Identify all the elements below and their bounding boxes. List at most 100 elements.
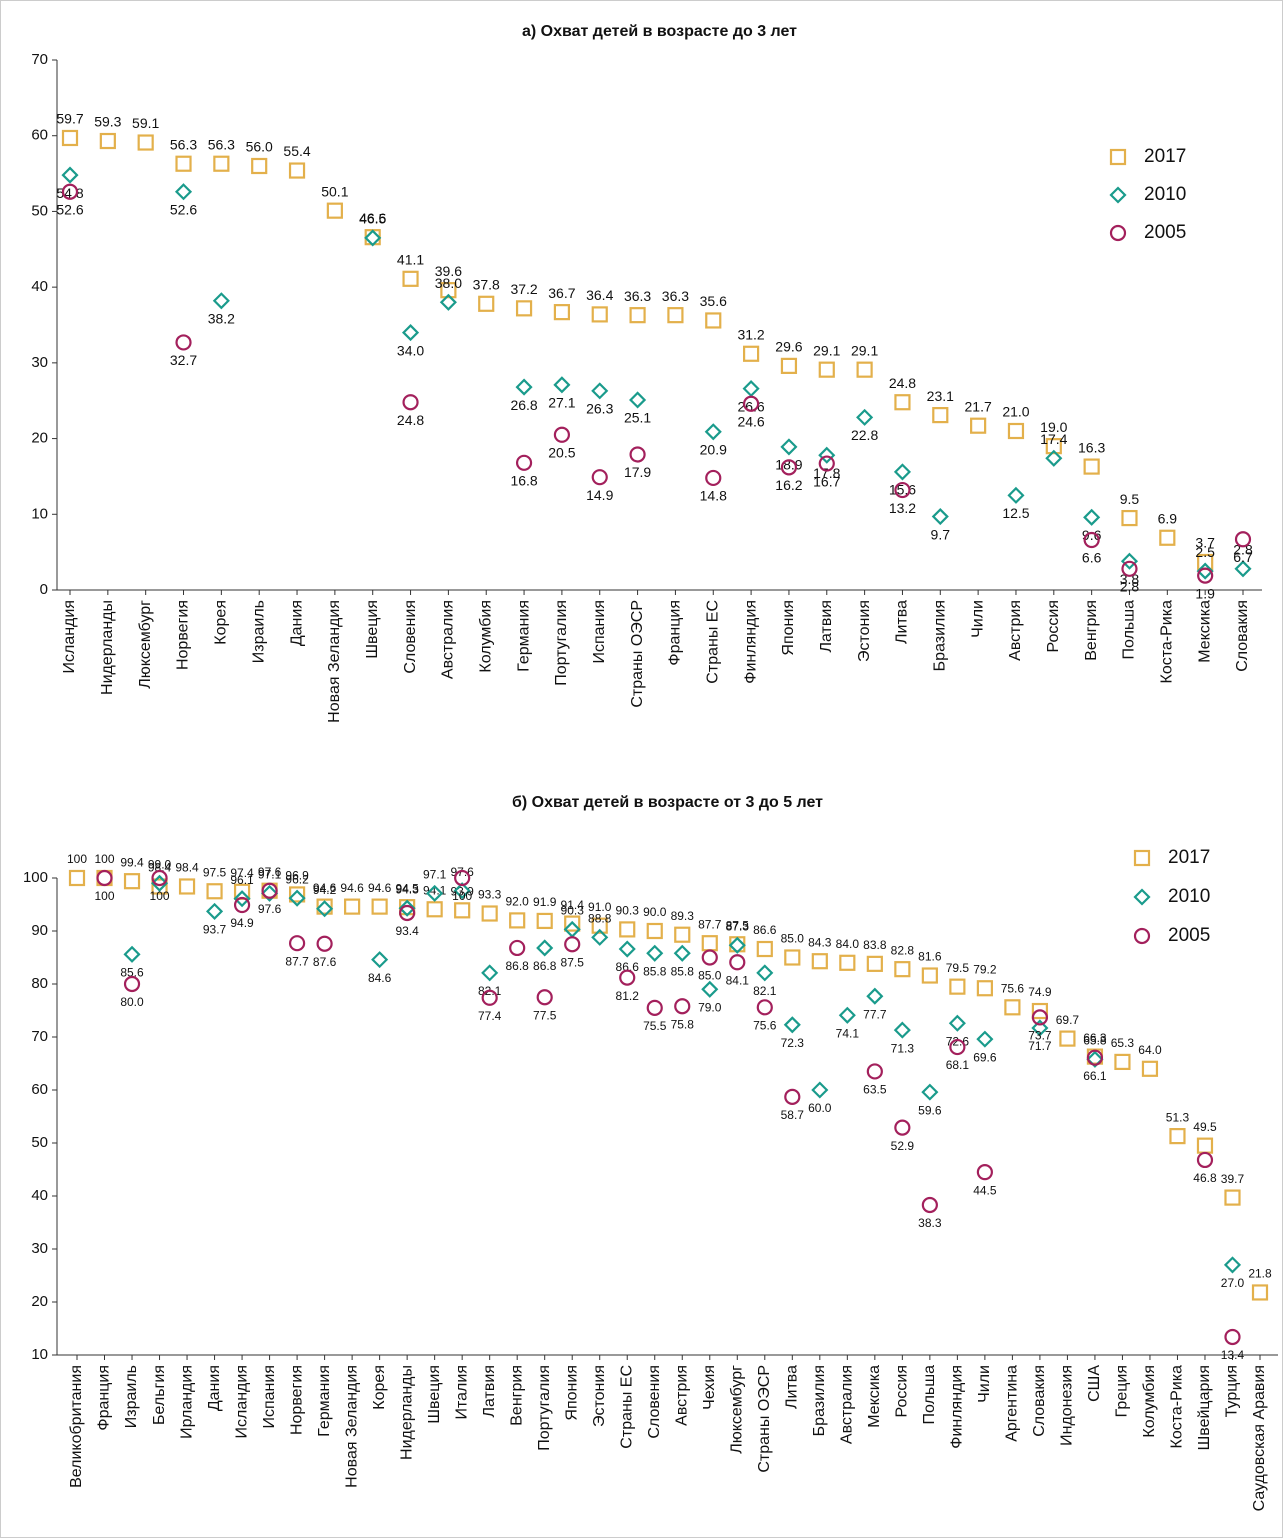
value-label: 87.5 <box>561 955 585 969</box>
value-label: 3.7 <box>1195 535 1215 551</box>
marker-square <box>536 912 553 930</box>
marker-square <box>1004 999 1021 1016</box>
x-tick-label: Латвия <box>818 600 835 652</box>
value-label: 56.3 <box>170 136 197 152</box>
marker-circle <box>151 869 168 887</box>
value-label: 85.0 <box>781 932 805 946</box>
value-label: 36.3 <box>624 288 651 304</box>
value-label: 91.4 <box>561 898 585 912</box>
marker-circle <box>894 481 911 499</box>
value-label: 99.0 <box>148 857 172 871</box>
x-tick-label: Чили <box>969 600 986 638</box>
value-label: 37.8 <box>473 277 500 293</box>
value-label: 92.0 <box>506 895 530 909</box>
legend-marker <box>1133 888 1151 906</box>
marker-circle <box>96 869 113 887</box>
marker-circle <box>921 1196 938 1214</box>
marker-square <box>1169 1128 1186 1145</box>
x-tick-label: Израиль <box>250 600 267 663</box>
y-tick-label: 60 <box>31 1081 48 1098</box>
marker-square <box>61 129 79 147</box>
value-label: 97.1 <box>258 868 282 882</box>
value-label: 27.1 <box>548 395 575 411</box>
value-label: 100 <box>94 852 114 866</box>
x-tick-label: Страны ОЭСР <box>629 600 646 708</box>
value-label: 6.7 <box>1233 549 1253 565</box>
value-label: 24.6 <box>737 413 764 429</box>
marker-diamond <box>893 1021 911 1039</box>
marker-diamond <box>701 980 719 998</box>
marker-square <box>99 132 116 150</box>
x-tick-label: Словения <box>402 600 419 674</box>
x-tick-label: Норвегия <box>288 1365 305 1435</box>
x-tick-label: Корея <box>213 600 230 645</box>
marker-circle <box>553 426 571 443</box>
value-label: 97.6 <box>258 865 282 879</box>
value-label: 87.7 <box>698 917 722 931</box>
value-label: 13.2 <box>889 500 916 516</box>
value-label: 35.6 <box>700 293 727 309</box>
x-tick-label: Япония <box>780 600 797 656</box>
marker-square <box>371 898 388 915</box>
marker-circle <box>705 469 722 487</box>
value-label: 16.3 <box>1078 439 1105 455</box>
x-tick-label: Страны ЕС <box>704 600 721 684</box>
x-tick-label: Испания <box>261 1365 278 1429</box>
marker-square <box>780 357 798 374</box>
value-label: 86.8 <box>506 959 530 973</box>
legend-label: 2010 <box>1168 886 1210 907</box>
x-tick-label: Страны ЕС <box>618 1365 635 1449</box>
x-tick-label: Эстония <box>591 1365 608 1427</box>
x-tick-label: Саудовская Аравия <box>1251 1365 1268 1511</box>
value-label: 21.7 <box>965 398 992 414</box>
marker-diamond <box>439 293 457 311</box>
marker-square <box>206 883 223 900</box>
x-tick-label: Аргентина <box>1004 1365 1021 1442</box>
marker-circle <box>175 334 192 351</box>
x-tick-label: Литва <box>784 1365 801 1409</box>
value-label: 94.6 <box>340 881 364 895</box>
marker-circle <box>701 949 718 966</box>
value-label: 9.5 <box>1120 491 1140 507</box>
marker-square <box>481 905 498 922</box>
value-label: 96.9 <box>285 869 309 883</box>
marker-circle <box>629 446 646 463</box>
marker-square <box>921 967 938 984</box>
value-label: 36.3 <box>662 288 689 304</box>
value-label: 17.9 <box>624 464 651 480</box>
value-label: 79.0 <box>698 1000 722 1014</box>
y-tick-label: 40 <box>31 1187 48 1204</box>
value-label: 16.7 <box>813 473 840 489</box>
x-tick-label: Чехия <box>701 1365 718 1410</box>
marker-diamond <box>61 166 79 184</box>
value-label: 26.6 <box>737 398 764 414</box>
marker-diamond <box>893 463 912 481</box>
marker-circle <box>1086 1049 1104 1066</box>
marker-circle <box>1196 1151 1214 1169</box>
value-label: 56.3 <box>208 136 235 152</box>
value-label: 41.1 <box>397 252 424 268</box>
x-tick-label: Люксембург <box>137 600 154 689</box>
value-label: 14.8 <box>700 488 727 504</box>
value-label: 84.0 <box>836 937 860 951</box>
value-label: 26.3 <box>586 401 613 417</box>
value-label: 20.5 <box>548 444 575 460</box>
value-label: 88.8 <box>588 912 612 926</box>
x-tick-label: Швеция <box>426 1365 443 1424</box>
x-tick-label: Турция <box>1224 1365 1241 1417</box>
x-tick-label: Новая Зеландия <box>343 1365 360 1488</box>
value-label: 81.6 <box>918 950 942 964</box>
marker-diamond <box>1234 560 1252 578</box>
value-label: 23.1 <box>927 388 954 404</box>
marker-diamond <box>553 376 571 394</box>
marker-square <box>553 304 571 321</box>
value-label: 97.4 <box>230 866 254 880</box>
marker-square <box>591 917 608 934</box>
value-label: 91.0 <box>588 900 612 914</box>
marker-square <box>784 949 801 966</box>
value-label: 59.1 <box>132 115 159 131</box>
value-label: 46.5 <box>359 211 386 227</box>
value-label: 86.8 <box>533 959 557 973</box>
value-label: 86.6 <box>616 960 640 974</box>
